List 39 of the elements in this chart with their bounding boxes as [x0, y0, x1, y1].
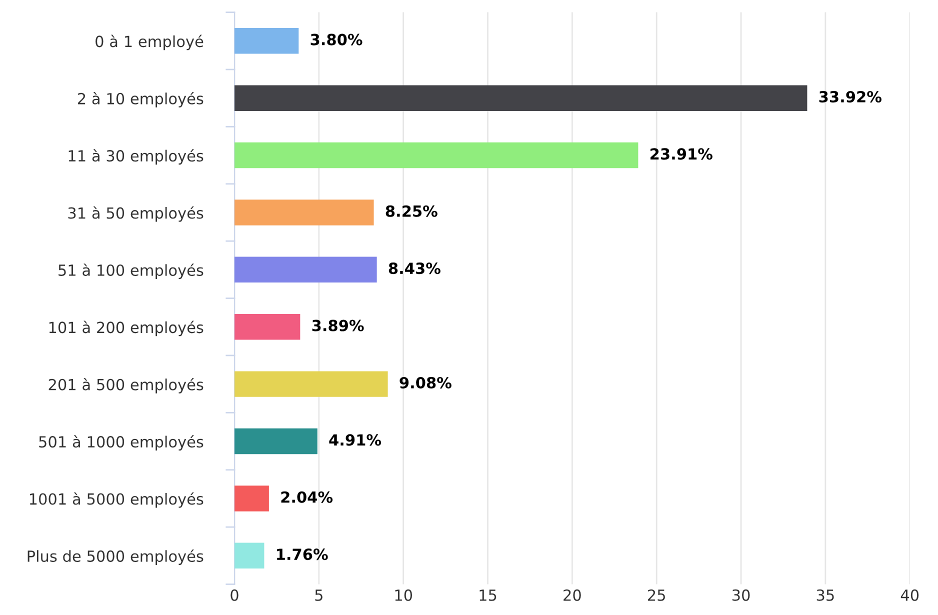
y-tick-label: 0 à 1 employé: [96, 34, 204, 50]
data-label: 23.91%: [650, 148, 712, 160]
x-tick-label: 10: [395, 589, 412, 601]
data-label: 1.76%: [277, 548, 328, 560]
y-tick-label: 2 à 10 employés: [78, 92, 204, 108]
x-tick-label: 30: [732, 589, 750, 601]
data-label: 9.08%: [400, 376, 452, 388]
bar: [234, 28, 299, 54]
data-label: 4.91%: [329, 434, 382, 446]
data-label: 33.92%: [819, 90, 882, 103]
y-tick-label: 51 à 100 employés: [58, 264, 204, 279]
data-label: 2.04%: [281, 491, 333, 503]
data-label: 3.80%: [310, 34, 362, 46]
bar: [234, 256, 377, 283]
bar: [234, 200, 374, 226]
x-tick-label: 35: [816, 589, 834, 601]
bar: [234, 428, 318, 454]
bar: [234, 142, 638, 168]
data-label: 8.43%: [388, 262, 440, 274]
x-tick-label: 5: [315, 590, 322, 601]
bar: [234, 314, 300, 340]
data-label: 3.89%: [312, 320, 364, 332]
y-tick-label: 31 à 50 employés: [68, 206, 204, 222]
y-tick-label: 1001 à 5000 employés: [30, 492, 204, 508]
y-tick-label: Plus de 5000 employés: [28, 550, 204, 565]
bar: [234, 542, 264, 569]
bar: [234, 371, 388, 397]
y-tick-label: 11 à 30 employés: [68, 149, 204, 165]
y-tick-label: 101 à 200 employés: [49, 320, 204, 336]
bar: [234, 85, 808, 111]
x-tick-label: 0: [230, 589, 238, 601]
x-tick-label: 15: [480, 590, 496, 601]
y-tick-label: 501 à 1000 employés: [39, 435, 204, 451]
bar: [234, 486, 269, 512]
x-tick-label: 20: [564, 589, 581, 601]
y-tick-label: 201 à 500 employés: [48, 378, 204, 394]
x-tick-label: 40: [900, 589, 919, 601]
x-tick-label: 25: [648, 589, 665, 601]
data-label: 8.25%: [386, 205, 438, 217]
